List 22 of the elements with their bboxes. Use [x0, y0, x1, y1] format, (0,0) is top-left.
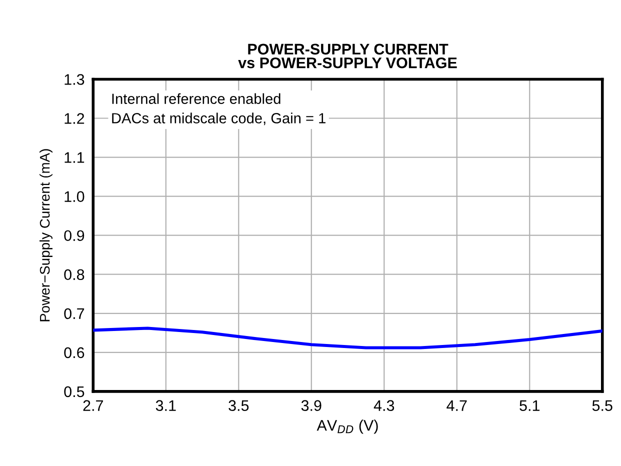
y-tick-label: 0.9 — [64, 230, 84, 242]
line-series — [93, 326, 602, 350]
y-tick-label: 0.6 — [64, 347, 84, 358]
y-tick-label: 0.5 — [64, 386, 84, 398]
x-tick-label: 5.5 — [592, 400, 612, 411]
x-tick-label: 4.7 — [446, 400, 467, 411]
y-tick-label: 1.0 — [64, 191, 84, 202]
x-tick-label: 4.3 — [374, 400, 394, 411]
y-tick-label: 1.2 — [64, 113, 84, 124]
y-tick-label: 1.3 — [64, 74, 84, 85]
chart-title: POWER-SUPPLY CURRENT vs POWER-SUPPLY VOLTAGE — [238, 44, 457, 68]
x-tick-label: 2.7 — [83, 400, 104, 411]
x-tick-label: 3.1 — [156, 400, 176, 411]
y-tick-label: 0.7 — [64, 308, 84, 320]
annotation: Internal reference enabled DACs at midscale code, Gain = 1 — [112, 93, 326, 126]
x-axis-title: AV$_{DD}$ (V) — [316, 420, 378, 434]
x-tick-label: 3.9 — [301, 400, 322, 411]
x-tick-label: 3.5 — [228, 400, 249, 411]
y-tick-label: 0.8 — [64, 269, 84, 280]
x-tick-label: 5.1 — [520, 400, 540, 411]
y-tick-label: 1.1 — [64, 152, 84, 163]
y-axis-title: Power−Supply Current (mA) — [40, 149, 52, 322]
